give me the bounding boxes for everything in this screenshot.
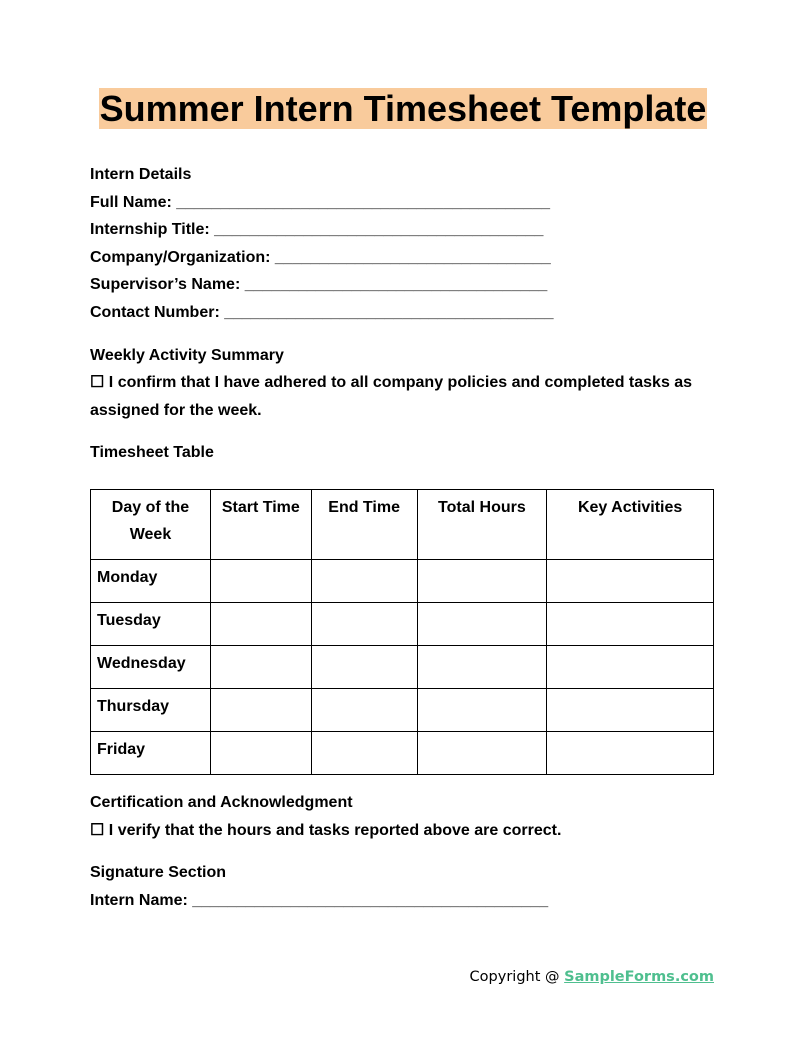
certification-heading: Certification and Acknowledgment [90, 793, 353, 811]
column-header: Total Hours [416, 488, 548, 560]
field-contact: Contact Number: ________________________… [90, 303, 554, 321]
table-row: Wednesday [90, 644, 714, 689]
blank-line: __________________________________ [244, 276, 548, 294]
weekly-confirm: ☐ I confirm that I have adhered to all c… [90, 374, 693, 419]
signature-heading: Signature Section [90, 864, 227, 882]
field-full-name: Full Name: _____________________________… [90, 193, 550, 211]
page-title: Summer Intern Timesheet Template [98, 88, 708, 129]
weekly-summary-heading: Weekly Activity Summary [90, 346, 284, 364]
column-header: Start Time [209, 488, 312, 560]
table-row: Friday [90, 730, 714, 775]
field-intern-name: Intern Name: ___________________________… [90, 891, 549, 909]
table-header-row: Day of the Week Start Time End Time Tota… [90, 488, 714, 560]
checkbox-icon[interactable]: ☐ [90, 821, 105, 839]
timesheet-table: Day of the Week Start Time End Time Tota… [90, 488, 714, 775]
blank-line: _____________________________________ [214, 221, 544, 239]
field-internship-title: Internship Title: ______________________… [90, 221, 544, 239]
table-row: Monday [90, 558, 714, 603]
blank-line: _____________________________________ [224, 303, 554, 321]
sampleforms-link[interactable]: SampleForms.com [564, 969, 714, 985]
table-row: Thursday [90, 687, 714, 732]
blank-line: _______________________________ [274, 248, 551, 266]
table-row: Tuesday [90, 601, 714, 646]
blank-line: ________________________________________ [192, 891, 549, 909]
intern-details-heading: Intern Details [90, 166, 192, 183]
footer-copyright: Copyright @ SampleForms.com [469, 969, 714, 985]
blank-line: ________________________________________… [176, 193, 550, 211]
column-header: Key Activities [546, 488, 714, 560]
certification-confirm: ☐ I verify that the hours and tasks repo… [90, 821, 562, 839]
field-company: Company/Organization: __________________… [90, 248, 551, 266]
timesheet-heading: Timesheet Table [90, 444, 214, 462]
field-supervisor: Supervisor’s Name: _____________________… [90, 276, 548, 294]
column-header: End Time [310, 488, 418, 560]
form-content: Intern Details Full Name: ______________… [90, 161, 714, 914]
column-header: Day of the Week [90, 488, 211, 560]
checkbox-icon[interactable]: ☐ [90, 374, 105, 392]
